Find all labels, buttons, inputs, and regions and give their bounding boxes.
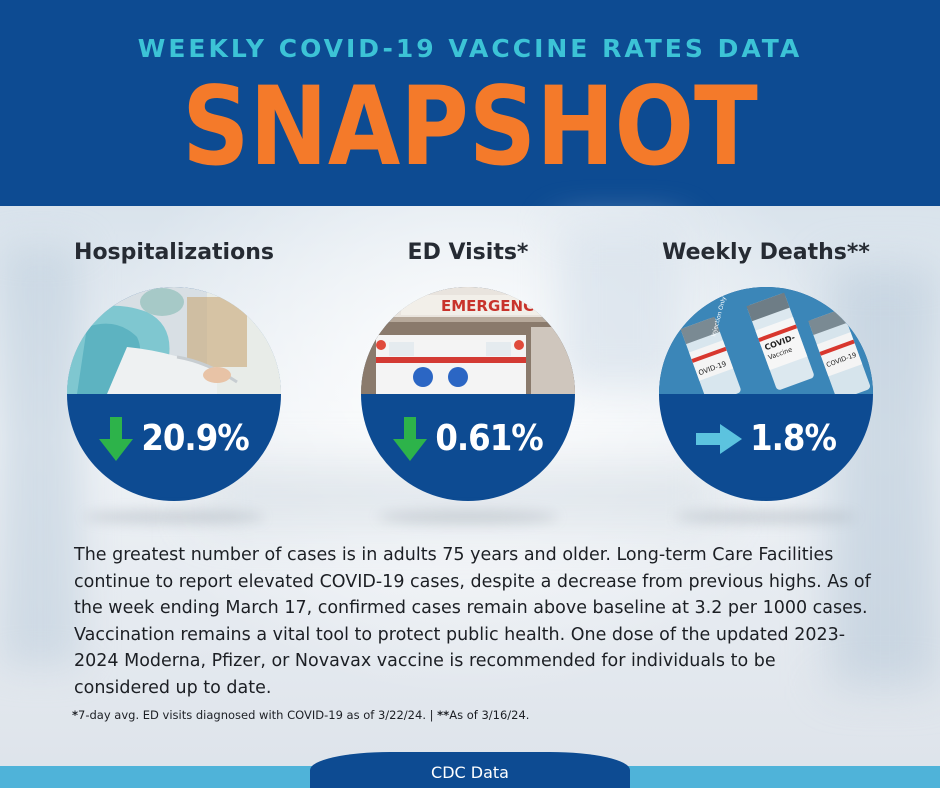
hospitalizations-label: Hospitalizations	[74, 240, 274, 265]
ed-visits-value: 0.61%	[435, 418, 543, 459]
hospitalizations-value: 20.9%	[141, 418, 249, 459]
ambulance-emergency-photo: EMERGENC	[361, 287, 575, 394]
summary-paragraph: The greatest number of cases is in adult…	[74, 545, 871, 698]
header-banner: WEEKLY COVID-19 VACCINE RATES DATA SNAPS…	[0, 0, 940, 206]
footer-source-label: CDC Data	[431, 762, 509, 782]
footer-source-tab: CDC Data	[310, 752, 630, 788]
arrow-down-icon	[99, 416, 134, 461]
emergency-sign-text: EMERGENC	[441, 297, 534, 315]
covid-vaccine-vials-photo: OVID-19 COVID- Vaccine COVID-19 Injectio…	[659, 287, 873, 394]
weekly-deaths-label: Weekly Deaths**	[662, 240, 870, 265]
ed-visits-label: ED Visits*	[407, 240, 529, 265]
weekly-deaths-card: OVID-19 COVID- Vaccine COVID-19 Injectio…	[659, 287, 873, 501]
weekly-deaths-value: 1.8%	[750, 418, 837, 459]
hospitalizations-card: 20.9%	[67, 287, 281, 501]
header-subtitle: WEEKLY COVID-19 VACCINE RATES DATA	[137, 34, 803, 63]
header-title: SNAPSHOT	[182, 61, 758, 191]
ed-visits-card: EMERGENC 0.61%	[361, 287, 575, 501]
hospital-patient-photo	[67, 287, 281, 394]
arrow-right-icon	[696, 423, 743, 454]
arrow-down-icon	[393, 416, 428, 461]
footnote: *7-day avg. ED visits diagnosed with COV…	[72, 708, 530, 722]
